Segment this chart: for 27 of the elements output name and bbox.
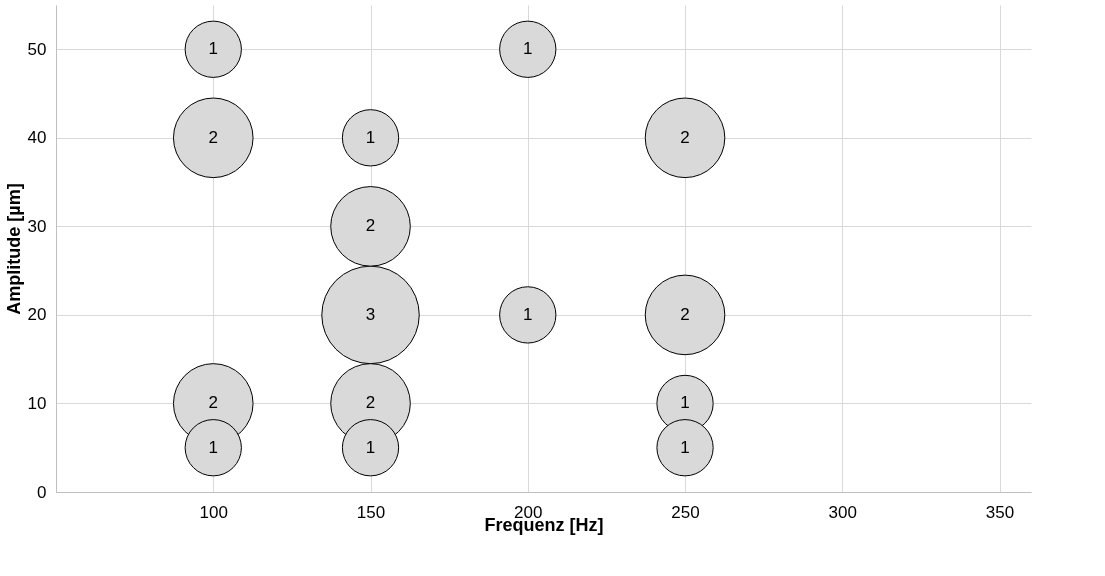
y-tick-label: 0 bbox=[37, 482, 47, 502]
x-tick-label: 250 bbox=[671, 502, 700, 522]
x-tick-label: 150 bbox=[356, 502, 386, 522]
data-label: 1 bbox=[523, 39, 533, 59]
data-label: 1 bbox=[680, 437, 690, 457]
data-label: 1 bbox=[680, 393, 690, 413]
y-axis-title: Amplitude [µm] bbox=[3, 183, 24, 315]
y-tick-label: 40 bbox=[27, 128, 47, 148]
x-tick-label: 300 bbox=[828, 502, 857, 522]
data-label: 2 bbox=[365, 393, 376, 413]
data-label: 1 bbox=[208, 39, 218, 59]
x-tick-label: 100 bbox=[199, 502, 228, 522]
y-tick-label: 20 bbox=[27, 305, 47, 325]
data-label: 2 bbox=[208, 393, 218, 413]
y-tick-label: 10 bbox=[27, 393, 47, 413]
y-tick-label: 50 bbox=[27, 39, 47, 59]
data-label: 3 bbox=[365, 304, 376, 324]
data-label: 2 bbox=[208, 127, 218, 147]
y-tick-label: 30 bbox=[27, 216, 47, 236]
data-label: 1 bbox=[365, 437, 376, 457]
data-label: 2 bbox=[365, 216, 376, 236]
data-label: 1 bbox=[208, 437, 218, 457]
data-label: 1 bbox=[523, 304, 533, 324]
x-tick-label: 350 bbox=[985, 502, 1015, 522]
data-label: 2 bbox=[680, 127, 690, 147]
data-label: 2 bbox=[680, 304, 690, 324]
data-label: 1 bbox=[365, 127, 376, 147]
